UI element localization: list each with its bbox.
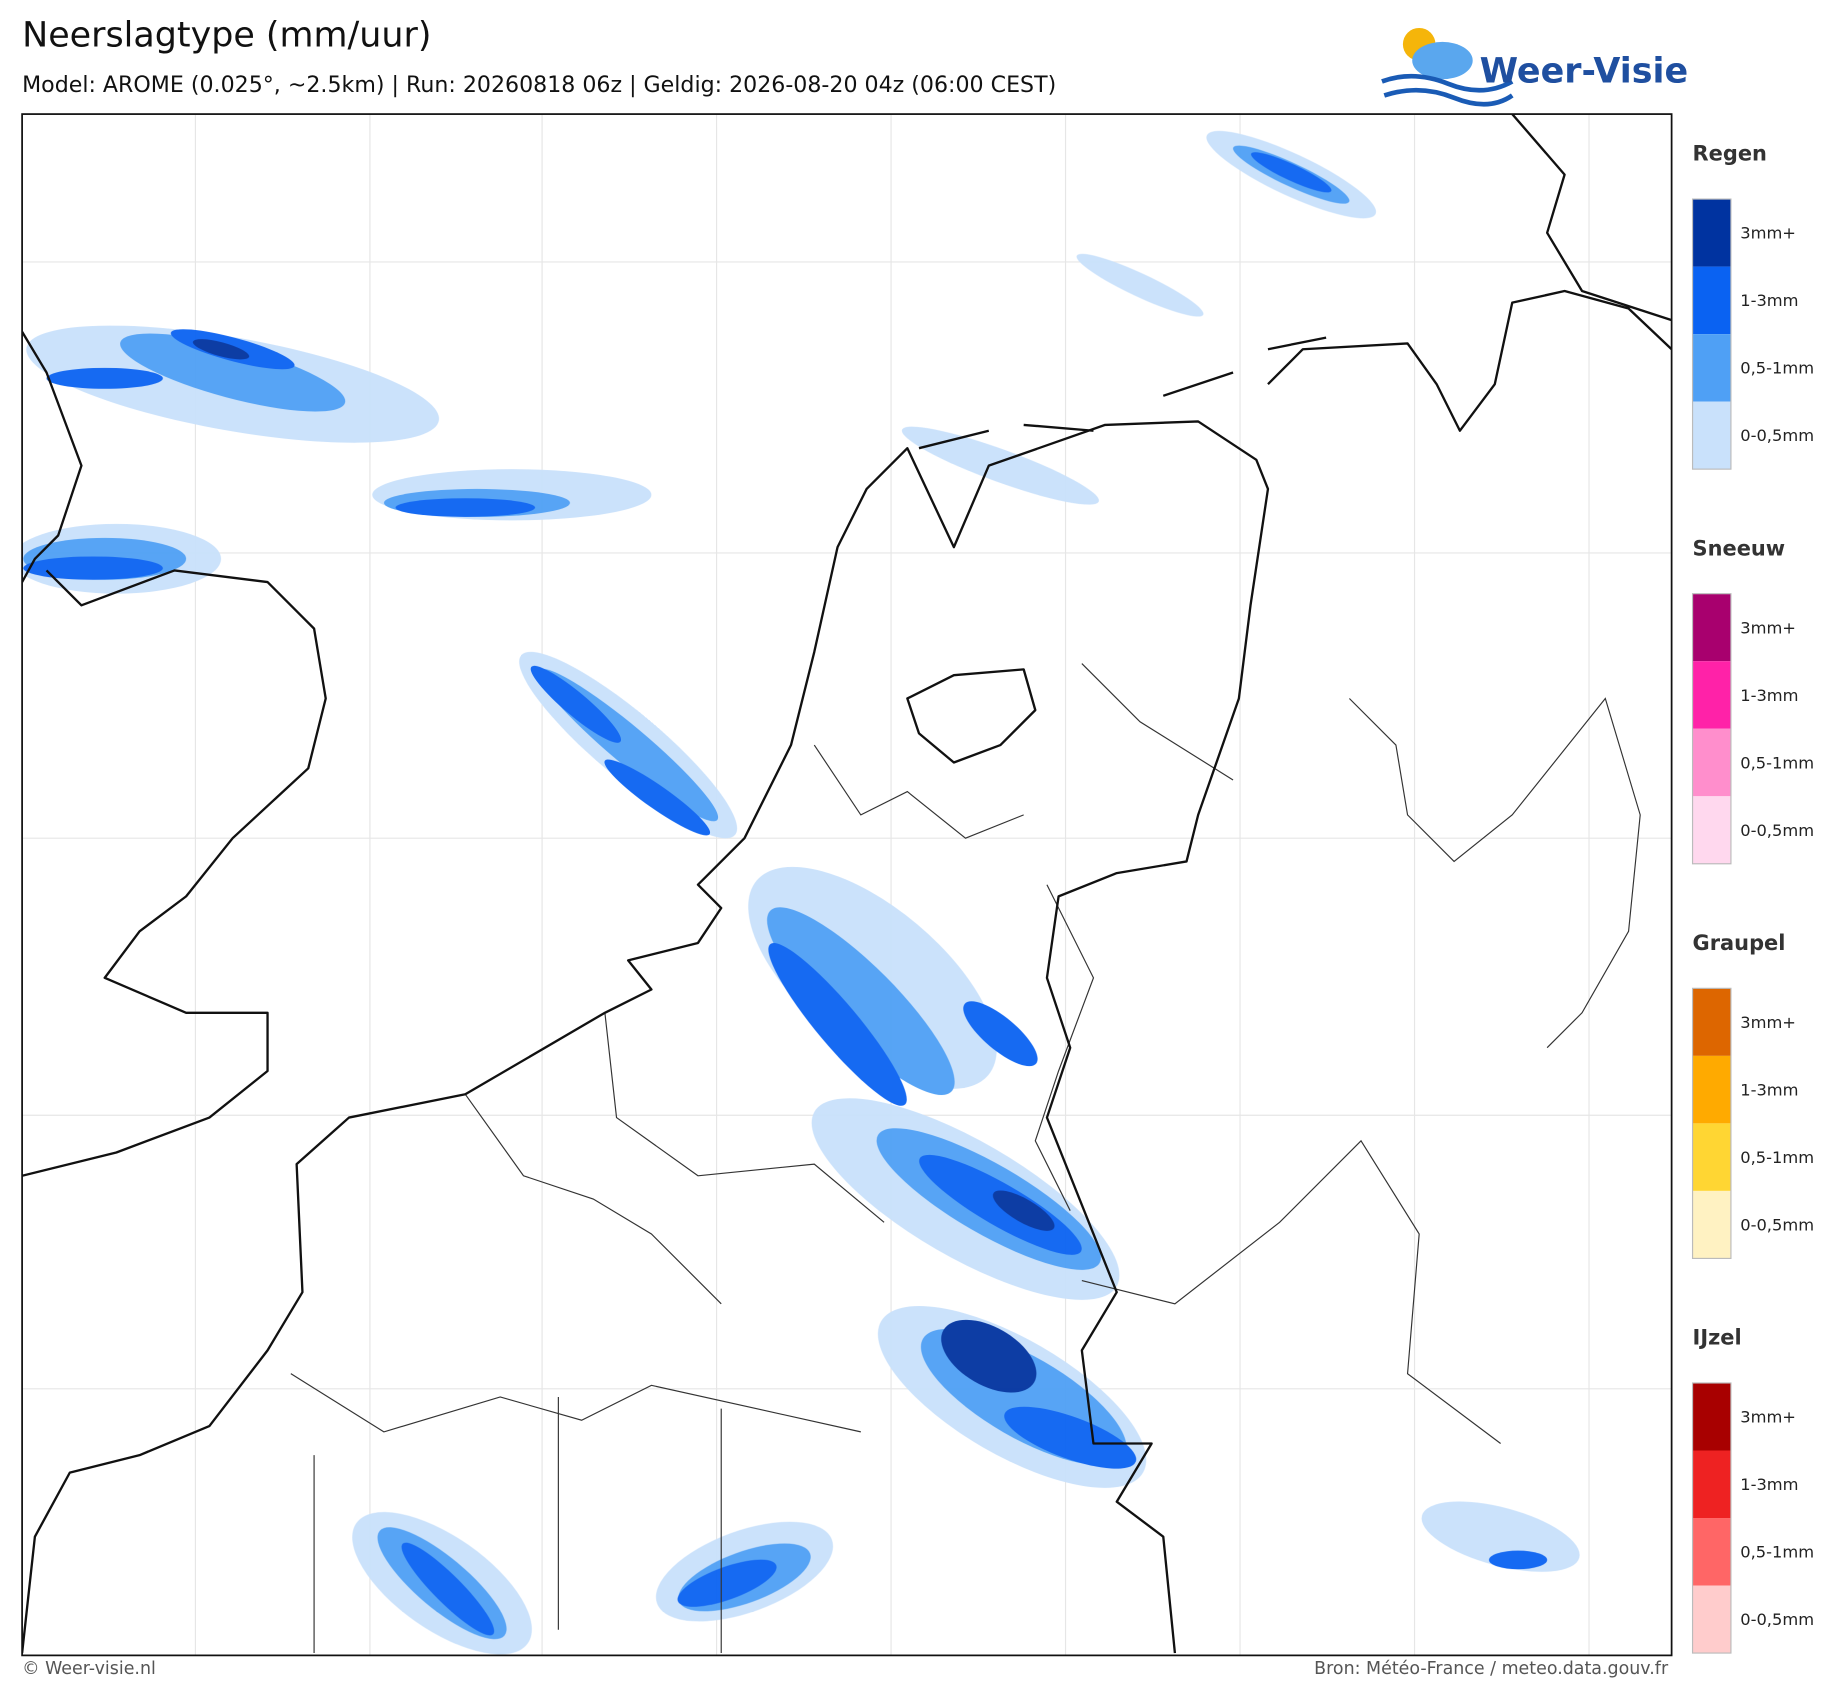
logo-cloud (1412, 41, 1473, 80)
title: Neerslagtype (mm/uur) (22, 16, 431, 56)
legend-swatch (1692, 266, 1731, 335)
precipitation (22, 130, 1580, 1655)
legend-label: 1-3mm (1740, 1080, 1798, 1099)
legend-label: 3mm+ (1740, 618, 1796, 637)
legend-label: 0,5-1mm (1740, 1148, 1814, 1167)
legend-label: 3mm+ (1740, 224, 1796, 243)
legend-swatch (1692, 593, 1731, 662)
legend-swatch (1692, 1055, 1731, 1124)
legend-swatch (1692, 1518, 1731, 1586)
legend-swatch (1692, 334, 1731, 402)
legend-swatch (1692, 199, 1731, 267)
legend-label: 0-0,5mm (1740, 426, 1814, 445)
legend-frame (1691, 593, 1732, 865)
legend-label: 1-3mm (1740, 1475, 1798, 1494)
legend-label: 0-0,5mm (1740, 1215, 1814, 1234)
map (22, 114, 1672, 1656)
legend-swatch (1692, 1450, 1731, 1519)
map-frame (21, 113, 1673, 1657)
legend-label: 0-0,5mm (1740, 1610, 1814, 1629)
footer-left: © Weer-visie.nl (22, 1659, 156, 1679)
subtitle: Model: AROME (0.025°, ~2.5km) | Run: 202… (22, 72, 1056, 98)
legend-title: Regen (1693, 142, 1767, 166)
legend-title: Sneeuw (1693, 536, 1786, 560)
legend-frame (1691, 1382, 1732, 1654)
legend-title: IJzel (1693, 1326, 1742, 1350)
legend-title: Graupel (1693, 931, 1786, 955)
legend-label: 0-0,5mm (1740, 821, 1814, 840)
borders (290, 663, 1641, 1654)
legend-label: 0,5-1mm (1740, 753, 1814, 772)
legend: Regen 3mm+ 1-3mm 0,5-1mm 0-0,5mm Sneeuw 3mm+ 1-… (1691, 142, 1814, 1654)
legend-frame (1691, 987, 1732, 1260)
legend-swatch (1692, 1190, 1731, 1259)
legend-swatch (1692, 661, 1731, 729)
legend-swatch (1692, 401, 1731, 470)
legend-label: 1-3mm (1740, 291, 1798, 310)
legend-frame (1691, 198, 1732, 470)
legend-swatch (1692, 728, 1731, 797)
legend-swatch (1692, 988, 1731, 1056)
legend-swatch (1692, 1585, 1731, 1654)
legend-label: 3mm+ (1740, 1408, 1796, 1427)
coastlines (22, 114, 1672, 1654)
logo: Weer-Visie (1381, 27, 1688, 107)
legend-swatch (1692, 1123, 1731, 1191)
footer-right: Bron: Météo-France / meteo.data.gouv.fr (1314, 1659, 1669, 1679)
logo-text: Weer-Visie (1480, 52, 1688, 92)
legend-label: 0,5-1mm (1740, 359, 1814, 378)
legend-label: 0,5-1mm (1740, 1543, 1814, 1562)
precip-intense (192, 339, 1055, 1393)
legend-label: 1-3mm (1740, 686, 1798, 705)
logo-waves (1381, 73, 1514, 107)
legend-swatch (1692, 796, 1731, 864)
precip-heavy (23, 152, 1548, 1636)
legend-label: 3mm+ (1740, 1013, 1796, 1032)
legend-swatch (1692, 1382, 1731, 1451)
